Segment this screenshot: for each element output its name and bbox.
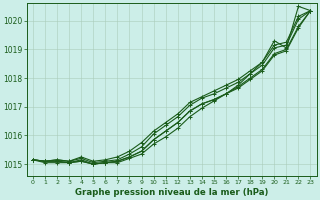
X-axis label: Graphe pression niveau de la mer (hPa): Graphe pression niveau de la mer (hPa)	[75, 188, 268, 197]
